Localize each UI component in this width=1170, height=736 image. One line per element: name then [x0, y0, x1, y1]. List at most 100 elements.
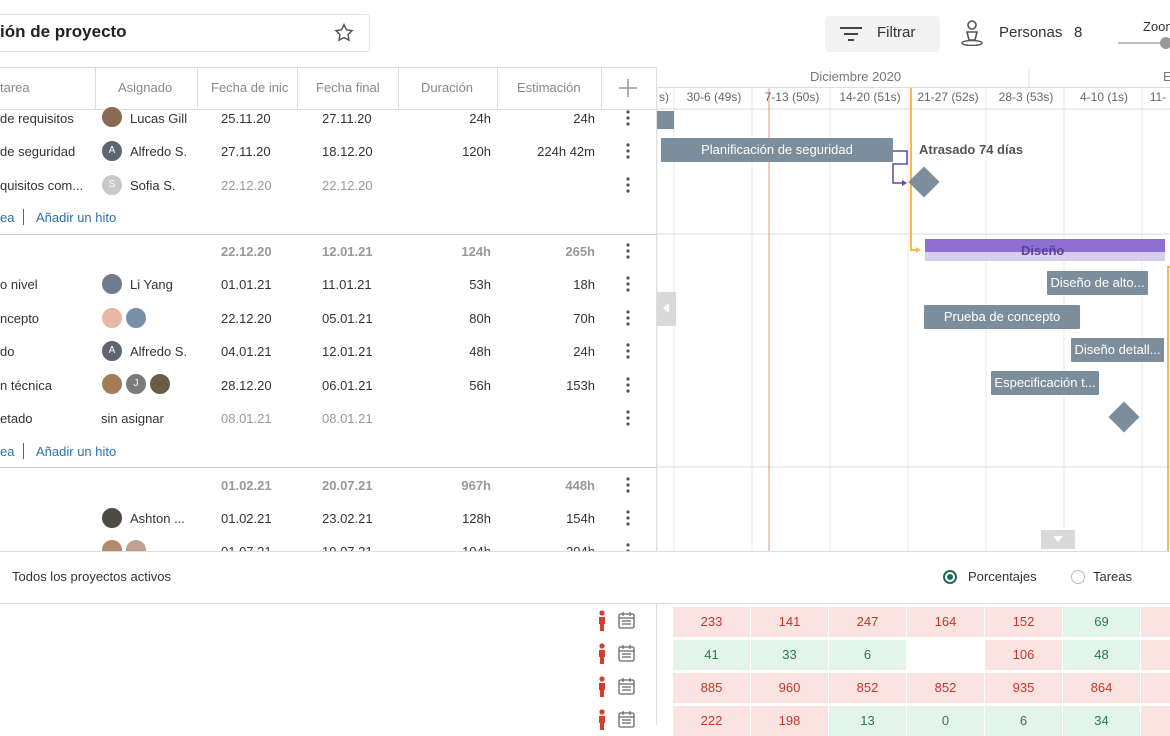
column-divider[interactable]: [497, 67, 498, 110]
start-date: 01.02.21: [221, 478, 272, 493]
task-name: etado: [0, 411, 33, 426]
workload-cell[interactable]: 6: [985, 706, 1062, 736]
assignee-name: Ashton ...: [130, 511, 185, 526]
gantt-bar-especificacion[interactable]: Especificación t...: [991, 371, 1099, 395]
workload-cell[interactable]: 41: [673, 640, 750, 670]
row-menu-icon[interactable]: [626, 110, 630, 126]
radio-dot: [947, 574, 953, 580]
workload-cell[interactable]: [1141, 640, 1170, 670]
workload-cell[interactable]: 247: [829, 607, 906, 637]
zoom-slider-handle[interactable]: [1160, 37, 1170, 49]
row-menu-icon[interactable]: [626, 243, 630, 259]
gantt-bar-prueba[interactable]: Prueba de concepto: [924, 305, 1080, 329]
add-milestone-link[interactable]: Añadir un hito: [36, 444, 117, 459]
radio-tasks-label[interactable]: Tareas: [1093, 569, 1133, 584]
column-divider[interactable]: [297, 67, 298, 110]
filter-icon: [840, 27, 862, 41]
workload-cell[interactable]: 960: [751, 673, 828, 703]
workload-cell[interactable]: 864: [1063, 673, 1140, 703]
row-menu-icon[interactable]: [626, 377, 630, 393]
row-menu-icon[interactable]: [626, 510, 630, 526]
avatar: J: [125, 373, 147, 395]
column-divider[interactable]: [95, 67, 96, 110]
end-date: 27.11.20: [322, 111, 372, 126]
gantt-group-bar-diseno[interactable]: [925, 239, 1165, 252]
workload-cell[interactable]: 885: [673, 673, 750, 703]
column-estimate[interactable]: Estimación: [517, 80, 581, 95]
workload-cell[interactable]: [1141, 706, 1170, 736]
people-label[interactable]: Personas: [999, 24, 1063, 41]
workload-cell[interactable]: 233: [673, 607, 750, 637]
gantt-week-label: 7-13 (50s): [764, 90, 820, 104]
workload-cell[interactable]: 198: [751, 706, 828, 736]
workload-cell[interactable]: [1141, 607, 1170, 637]
workload-cell[interactable]: 69: [1063, 607, 1140, 637]
row-menu-icon[interactable]: [626, 276, 630, 292]
workload-cell[interactable]: 48: [1063, 640, 1140, 670]
calendar-icon[interactable]: [618, 612, 635, 629]
row-menu-icon[interactable]: [626, 310, 630, 326]
workload-cell[interactable]: 34: [1063, 706, 1140, 736]
workload-cell[interactable]: 222: [673, 706, 750, 736]
task-name: quisitos com...: [0, 178, 84, 193]
row-menu-icon[interactable]: [626, 410, 630, 426]
calendar-icon[interactable]: [618, 645, 635, 662]
section-divider: [0, 467, 656, 468]
add-column-icon[interactable]: [617, 77, 639, 99]
column-divider[interactable]: [398, 67, 399, 110]
section-divider: [0, 234, 656, 235]
delay-label: Atrasado 74 días: [919, 142, 1024, 157]
column-divider[interactable]: [197, 67, 198, 110]
add-task-link[interactable]: ea: [0, 210, 15, 225]
workload-cell[interactable]: [907, 640, 984, 670]
row-menu-icon[interactable]: [626, 143, 630, 159]
radio-percent-label[interactable]: Porcentajes: [968, 569, 1037, 584]
avatar: [101, 307, 123, 329]
workload-cell[interactable]: 935: [985, 673, 1062, 703]
zoom-slider-track[interactable]: [1118, 42, 1170, 44]
link-divider: [23, 443, 24, 459]
radio-percent[interactable]: [943, 570, 957, 584]
avatar: [125, 307, 147, 329]
gantt-bar-alto-nivel[interactable]: Diseño de alto...: [1047, 271, 1148, 295]
workload-cell[interactable]: 141: [751, 607, 828, 637]
workload-cell[interactable]: 0: [907, 706, 984, 736]
workload-cell[interactable]: [1141, 673, 1170, 703]
project-title-box[interactable]: [0, 14, 370, 52]
workload-cell[interactable]: 6: [829, 640, 906, 670]
radio-tasks[interactable]: [1071, 570, 1085, 584]
person-icon[interactable]: [961, 20, 983, 46]
calendar-icon[interactable]: [618, 678, 635, 695]
workload-cell[interactable]: 152: [985, 607, 1062, 637]
workload-cell[interactable]: 13: [829, 706, 906, 736]
star-icon[interactable]: [333, 22, 355, 44]
column-end[interactable]: Fecha final: [316, 80, 380, 95]
workload-cell[interactable]: 852: [907, 673, 984, 703]
gantt-bar-fragment[interactable]: [657, 111, 674, 129]
row-menu-icon[interactable]: [626, 477, 630, 493]
column-divider[interactable]: [601, 67, 602, 110]
gantt-bar-detallado[interactable]: Diseño detall...: [1071, 338, 1164, 362]
column-assignee[interactable]: Asignado: [118, 80, 173, 95]
start-date: 22.12.20: [221, 244, 272, 259]
start-date: 01.01.21: [221, 277, 272, 292]
workload-toolbar: [0, 551, 1170, 604]
avatar: [101, 273, 123, 295]
workload-cell[interactable]: 852: [829, 673, 906, 703]
gantt-chart[interactable]: Diciembre 2020 E s) 30-6 (49s) 7-13 (50s) 1…: [656, 67, 1170, 551]
column-start[interactable]: Fecha de inic: [211, 80, 289, 95]
projects-filter-label[interactable]: Todos los proyectos activos: [12, 569, 171, 584]
column-duration[interactable]: Duración: [421, 80, 474, 95]
calendar-icon[interactable]: [618, 711, 635, 728]
gantt-bar-planificacion[interactable]: Planificación de seguridad: [661, 138, 893, 162]
column-task[interactable]: tarea: [0, 80, 30, 95]
row-menu-icon[interactable]: [626, 177, 630, 193]
row-menu-icon[interactable]: [626, 343, 630, 359]
add-milestone-link[interactable]: Añadir un hito: [36, 210, 117, 225]
end-date: 22.12.20: [322, 178, 373, 193]
duration-value: 80h: [469, 311, 491, 326]
workload-cell[interactable]: 33: [751, 640, 828, 670]
workload-cell[interactable]: 164: [907, 607, 984, 637]
workload-cell[interactable]: 106: [985, 640, 1062, 670]
add-task-link[interactable]: ea: [0, 444, 15, 459]
